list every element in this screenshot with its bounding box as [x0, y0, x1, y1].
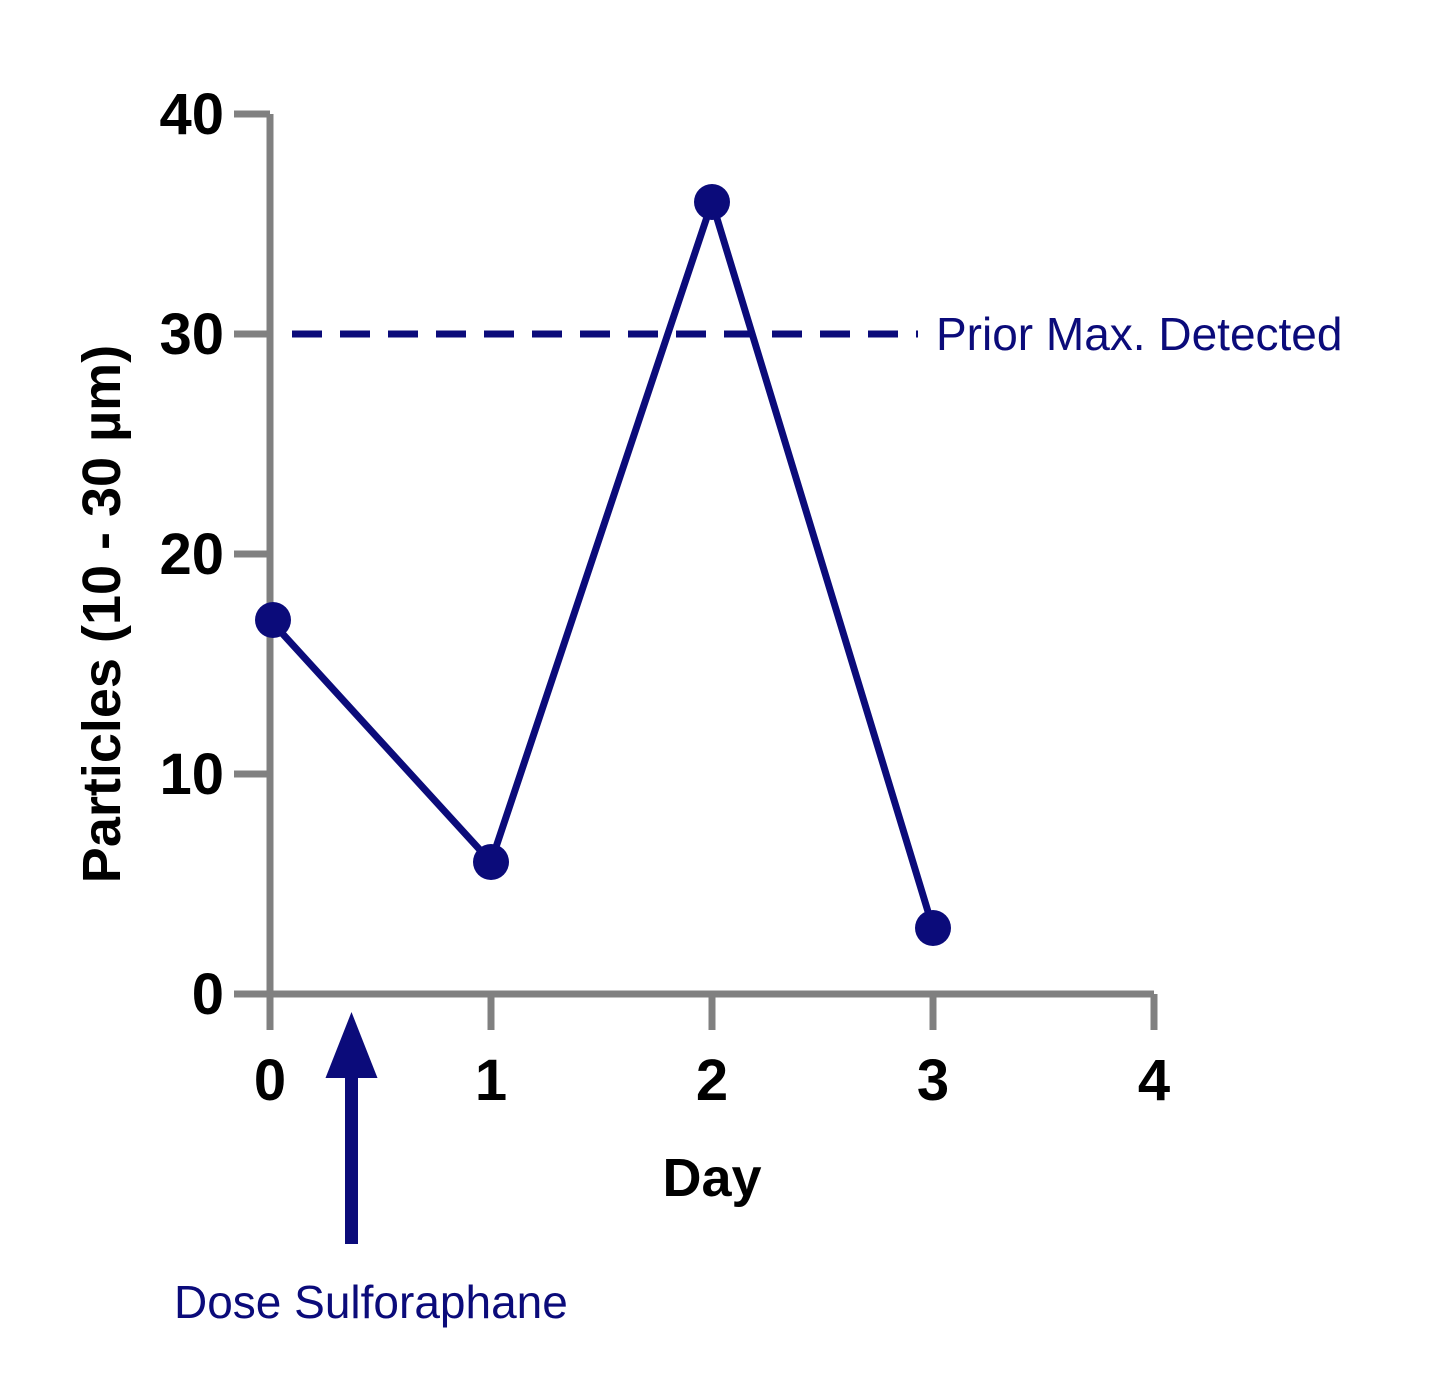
data-point — [915, 910, 951, 946]
data-point — [694, 184, 730, 220]
x-axis-title: Day — [662, 1148, 761, 1208]
dose-sulforaphane-label: Dose Sulforaphane — [174, 1276, 568, 1328]
data-point — [473, 844, 509, 880]
data-point — [255, 602, 291, 638]
dose-arrow-icon — [325, 1012, 378, 1078]
y-axis-title: Particles (10 - 30 µm) — [72, 345, 132, 883]
y-tick-label: 10 — [159, 742, 224, 807]
x-tick-label: 2 — [696, 1048, 728, 1113]
x-tick-label: 4 — [1138, 1048, 1170, 1113]
x-tick-label: 0 — [254, 1048, 286, 1113]
x-tick-label: 3 — [917, 1048, 949, 1113]
y-tick-label: 20 — [159, 522, 224, 587]
y-tick-label: 0 — [192, 962, 224, 1027]
prior-max-label: Prior Max. Detected — [936, 308, 1342, 360]
data-points — [255, 184, 951, 946]
y-tick-label: 30 — [159, 302, 224, 367]
y-tick-label: 40 — [159, 82, 224, 147]
series-line — [267, 190, 937, 930]
x-tick-label: 1 — [475, 1048, 507, 1113]
x-axis-ticks: 0 1 2 3 4 — [254, 994, 1170, 1113]
y-axis-ticks: 0 10 20 30 40 — [159, 82, 270, 1027]
